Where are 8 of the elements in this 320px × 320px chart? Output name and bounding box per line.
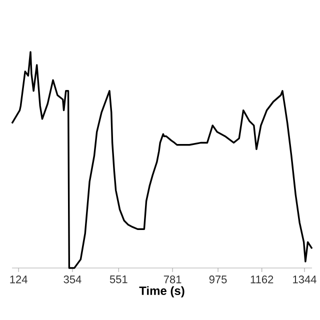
x-tick-label: 551 <box>110 276 128 284</box>
x-tick-label: 124 <box>10 276 28 284</box>
x-axis-title: Time (s) <box>139 286 184 298</box>
x-tick-label: 1162 <box>250 276 274 284</box>
x-tick-label: 781 <box>164 276 182 284</box>
x-tick-label: 354 <box>64 276 82 284</box>
x-tick-label: 975 <box>209 276 227 284</box>
x-tick-label: 1344 <box>293 276 316 284</box>
